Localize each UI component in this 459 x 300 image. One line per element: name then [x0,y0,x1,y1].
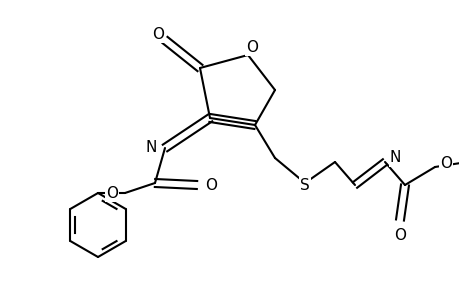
Text: S: S [299,178,309,193]
Text: O: O [393,228,405,243]
Text: N: N [389,151,401,166]
Text: O: O [205,178,217,193]
Text: O: O [439,155,451,170]
Text: O: O [151,26,164,41]
Text: O: O [106,185,118,200]
Text: N: N [146,140,157,155]
Text: O: O [246,40,257,55]
